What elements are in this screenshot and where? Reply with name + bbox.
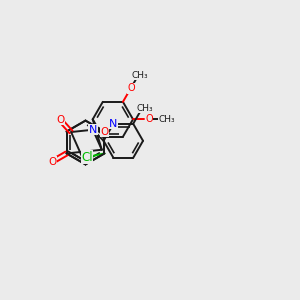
Text: O: O — [56, 115, 64, 125]
Text: N: N — [89, 125, 97, 135]
Text: CH₃: CH₃ — [159, 115, 175, 124]
Text: O: O — [100, 127, 109, 136]
Text: O: O — [48, 157, 56, 167]
Text: CH₃: CH₃ — [137, 104, 154, 113]
Text: O: O — [145, 114, 153, 124]
Text: Cl: Cl — [81, 151, 93, 164]
Text: N: N — [109, 119, 118, 129]
Text: O: O — [127, 83, 135, 93]
Text: CH₃: CH₃ — [132, 70, 148, 80]
